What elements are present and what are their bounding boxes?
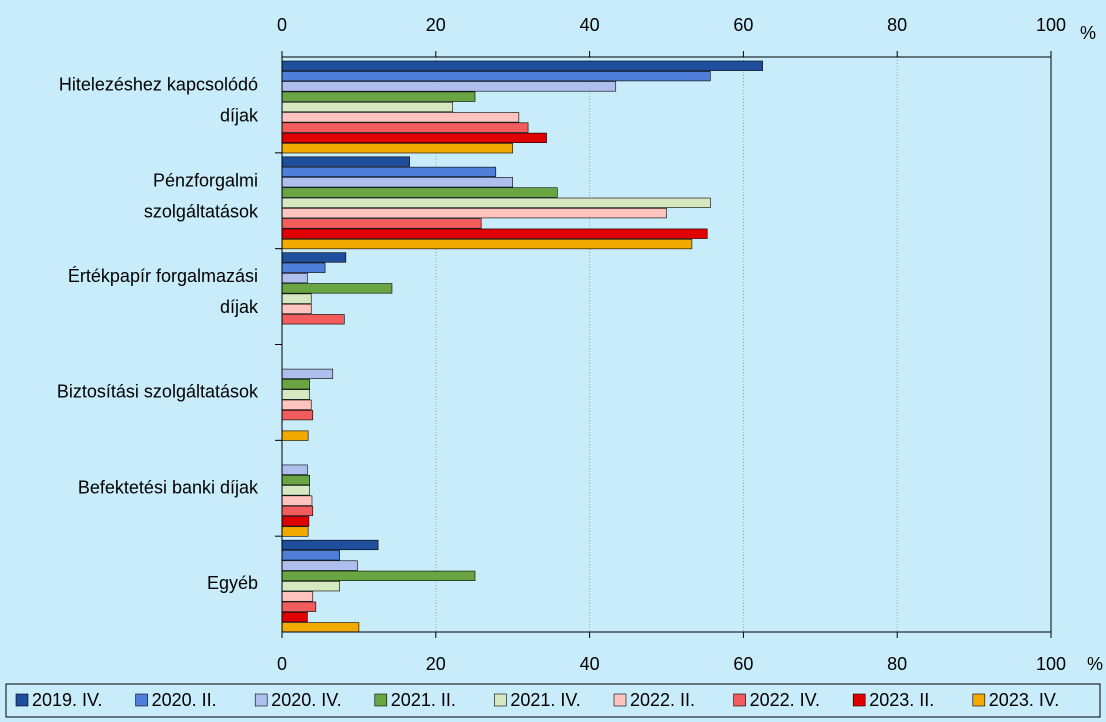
x-tick-label-bottom: 80 [887, 654, 907, 674]
bar [281, 187, 558, 198]
bar [281, 539, 379, 551]
legend-swatch [613, 693, 627, 707]
bar [281, 485, 310, 496]
bar [281, 379, 310, 390]
bar [281, 262, 326, 273]
bar [281, 389, 310, 400]
category-label: Pénzforgalmi szolgáltatások [144, 170, 259, 221]
legend-swatch [15, 693, 29, 707]
bar [281, 91, 476, 102]
bar [281, 622, 360, 633]
x-tick-label-top: 20 [426, 15, 446, 35]
bar [281, 611, 308, 623]
legend-swatch [852, 693, 866, 707]
bar [281, 252, 347, 263]
bar [281, 197, 711, 208]
bar [281, 272, 308, 284]
x-tick-label-bottom: 20 [426, 654, 446, 674]
legend-swatch [374, 693, 388, 707]
category-label: Egyéb [207, 573, 258, 593]
bar [281, 430, 309, 441]
category-label: Hitelezéshez kapcsolódó díjak [59, 74, 259, 125]
x-tick-label-bottom: 60 [733, 654, 753, 674]
x-tick-label-top: 80 [887, 15, 907, 35]
bar [281, 581, 340, 592]
bar [281, 570, 476, 581]
legend-box [5, 683, 1101, 718]
bar [281, 409, 314, 421]
x-unit-top: % [1080, 23, 1096, 43]
bar [281, 560, 358, 571]
x-tick-label-bottom: 40 [580, 654, 600, 674]
legend-label: 2022. IV. [750, 690, 820, 710]
bar [281, 132, 547, 144]
bar [281, 71, 711, 82]
x-tick-label-bottom: 0 [277, 654, 287, 674]
legend-label: 2021. IV. [510, 690, 580, 710]
bar [281, 81, 617, 92]
legend-label: 2020. IV. [271, 690, 341, 710]
bar [281, 526, 309, 537]
plot-border [281, 56, 1052, 633]
bar [281, 101, 454, 113]
legend-label: 2022. II. [630, 690, 695, 710]
bar [281, 238, 693, 250]
bar [281, 464, 308, 475]
legend-label: 2019. IV. [32, 690, 102, 710]
x-unit-bottom: % [1087, 654, 1103, 674]
bar [281, 293, 312, 304]
bar [281, 550, 340, 561]
legend-swatch [972, 693, 986, 707]
legend-swatch [135, 693, 148, 707]
bar [281, 177, 513, 188]
x-tick-label-top: 60 [733, 15, 753, 35]
bar [281, 218, 482, 229]
bar [281, 112, 520, 123]
bar [281, 143, 513, 154]
bar [281, 591, 314, 602]
bar [281, 60, 763, 71]
category-label: Biztosítási szolgáltatások [57, 381, 259, 401]
bar [281, 516, 310, 527]
x-tick-label-top: 100 [1036, 15, 1066, 35]
legend-swatch [254, 693, 268, 707]
legend-label: 2020. II. [152, 690, 217, 710]
category-label: Befektetési banki díjak [78, 477, 259, 497]
bar [281, 156, 410, 167]
legend-swatch [733, 693, 746, 707]
bar [281, 399, 312, 410]
category-label: Értékpapír forgalmazási díjak [68, 266, 259, 317]
bar [281, 314, 345, 325]
bar [281, 474, 310, 486]
bar [281, 505, 314, 517]
bar [281, 368, 334, 380]
bar [281, 208, 667, 219]
bar [281, 228, 708, 239]
legend-label: 2023. IV. [989, 690, 1059, 710]
bar [281, 122, 529, 133]
bar [281, 601, 317, 612]
x-tick-label-top: 40 [580, 15, 600, 35]
bar [281, 303, 312, 315]
legend-label: 2023. II. [869, 690, 934, 710]
legend-label: 2021. II. [391, 690, 456, 710]
bar [281, 166, 497, 178]
bar [281, 283, 393, 294]
x-tick-label-bottom: 100 [1036, 654, 1066, 674]
legend-swatch [494, 693, 507, 707]
bar [281, 495, 313, 506]
x-tick-label-top: 0 [277, 15, 287, 35]
